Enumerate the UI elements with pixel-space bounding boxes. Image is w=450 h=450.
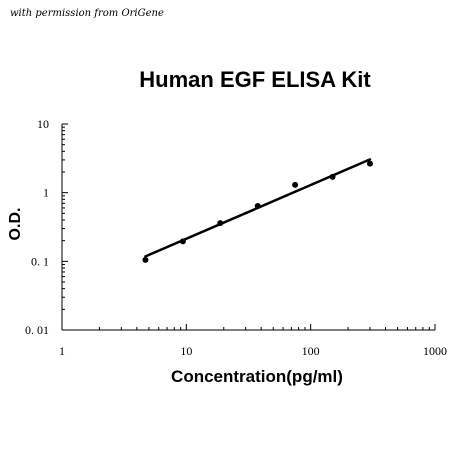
y-tick-label: 1	[43, 186, 49, 200]
credit-text: with permission from OriGene	[10, 8, 164, 19]
x-axis-label: Concentration(pg/ml)	[171, 367, 343, 386]
y-axis-label: O.D.	[7, 208, 24, 241]
x-tick-label: 100	[302, 344, 320, 358]
data-point	[217, 220, 224, 227]
data-point	[329, 173, 336, 180]
chart-axes: 1 10 100 1000 0. 01 0. 1 1 10	[25, 117, 447, 358]
data-point	[292, 181, 299, 188]
x-tick-label: 10	[180, 344, 192, 358]
data-point	[254, 202, 261, 209]
y-tick-label: 0. 1	[31, 254, 49, 268]
y-tick-label: 0. 01	[25, 323, 49, 337]
data-point	[142, 256, 149, 263]
x-tick-label: 1	[59, 344, 65, 358]
chart-title: Human EGF ELISA Kit	[139, 67, 371, 92]
data-point	[179, 238, 186, 245]
data-point	[366, 160, 373, 167]
y-tick-label: 10	[37, 117, 49, 131]
x-tick-label: 1000	[423, 344, 447, 358]
data-points	[142, 160, 373, 263]
